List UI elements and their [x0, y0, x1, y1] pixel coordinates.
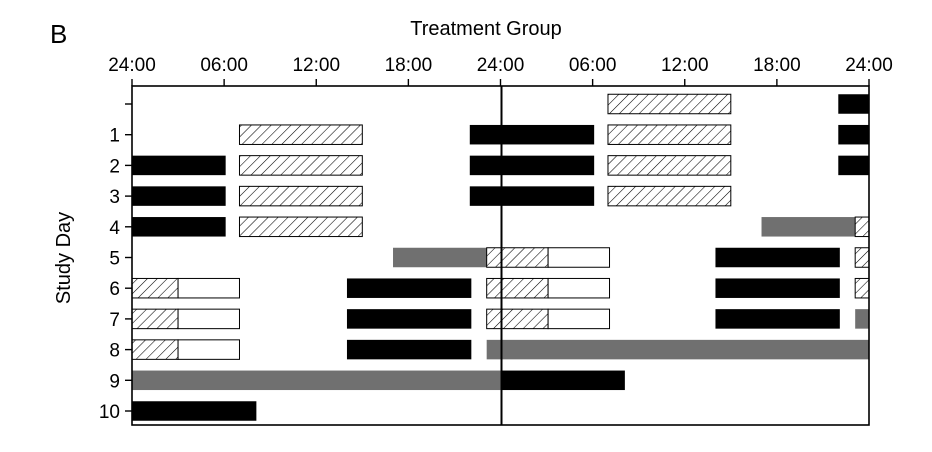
bar-black-row-7-33 [346, 309, 472, 329]
bar-black-row-5-22 [715, 247, 840, 268]
y-tick-label-3: 3 [109, 187, 120, 208]
x-tick-label-4: 24:00 [477, 55, 525, 76]
bar-hatched-row-6-30 [854, 277, 870, 299]
bar-black-row-1-5 [838, 124, 869, 145]
bar-open-row-5-21 [547, 247, 611, 268]
x-tick-label-2: 12:00 [292, 55, 340, 76]
bar-black-row-9-43 [500, 370, 625, 391]
bar-black-row-3-11 [132, 186, 226, 206]
bar-hatched-row-6-27 [486, 277, 549, 299]
bar-open-row-7-35 [547, 308, 611, 330]
bar-hatched-row-3-14 [607, 185, 732, 207]
y-tick-label-7: 7 [109, 310, 120, 331]
bar-gray-row-4-17 [761, 217, 856, 237]
bar-open-row-6-28 [547, 277, 611, 299]
bar-black-row-1-3 [469, 124, 595, 145]
bar-black-row-7-36 [715, 309, 840, 329]
bar-hatched-row-1-4 [607, 124, 732, 145]
bar-gray-row-5-19 [393, 247, 487, 268]
bar-hatched-row-8-38 [131, 339, 179, 360]
bar-open-row-7-32 [177, 308, 240, 330]
bar-open-row-6-25 [177, 277, 240, 299]
y-tick-label-6: 6 [109, 279, 120, 300]
x-tick-label-3: 18:00 [385, 55, 433, 76]
bar-hatched-row-6-24 [131, 277, 179, 299]
y-tick-label-10: 10 [99, 402, 120, 423]
x-tick-label-5: 06:00 [569, 55, 617, 76]
y-tick-label-4: 4 [109, 218, 120, 239]
x-tick-label-8: 24:00 [845, 55, 893, 76]
bar-hatched-row-2-9 [607, 155, 732, 176]
y-tick-label-2: 2 [109, 156, 120, 177]
bar-hatched-row-3-12 [238, 185, 363, 207]
bar-hatched-row-2-7 [238, 155, 363, 176]
x-axis: 24:00 06:00 12:00 18:00 24:00 06:00 12:00 18:00… [108, 55, 893, 86]
bar-hatched-row-5-23 [854, 247, 870, 268]
bar-hatched-row-4-16 [238, 216, 363, 238]
bar-hatched-row-7-34 [486, 308, 549, 330]
x-tick-label-7: 18:00 [753, 55, 801, 76]
panel-label: B [50, 19, 67, 49]
bar-hatched-row-1-2 [238, 124, 363, 145]
bar-black-row-0-1 [838, 94, 869, 114]
bar-black-row-2-6 [132, 155, 226, 176]
bar-gray-row-8-41 [486, 339, 869, 360]
x-tick-label-1: 06:00 [200, 55, 248, 76]
bar-hatched-row-7-31 [131, 308, 179, 330]
chart-title: Treatment Group [410, 18, 562, 40]
bar-black-row-3-13 [469, 186, 595, 206]
bar-gray-row-9-42 [132, 370, 501, 391]
y-tick-label-1: 1 [109, 126, 120, 147]
y-axis-label: Study Day [53, 212, 75, 304]
bar-hatched-row-4-18 [854, 216, 870, 238]
y-tick-label-5: 5 [109, 249, 120, 270]
y-axis: 1 2 3 4 5 6 7 8 9 10 [99, 103, 132, 423]
y-tick-label-9: 9 [109, 371, 120, 392]
bar-hatched-row-5-20 [486, 247, 549, 268]
bar-black-row-2-8 [469, 155, 595, 176]
x-tick-label-6: 12:00 [661, 55, 709, 76]
bar-black-row-6-26 [346, 278, 472, 298]
bar-open-row-8-39 [177, 339, 240, 360]
bar-gray-row-7-37 [855, 309, 869, 329]
bars-layer [131, 93, 870, 421]
bar-black-row-10-44 [132, 401, 257, 421]
x-tick-label-0: 24:00 [108, 55, 156, 76]
bar-hatched-row-0-0 [607, 93, 732, 115]
y-tick-label-8: 8 [109, 341, 120, 362]
bar-black-row-2-10 [838, 155, 869, 176]
bar-black-row-4-15 [132, 217, 226, 237]
bar-black-row-6-29 [715, 278, 840, 298]
bar-black-row-8-40 [346, 339, 472, 360]
